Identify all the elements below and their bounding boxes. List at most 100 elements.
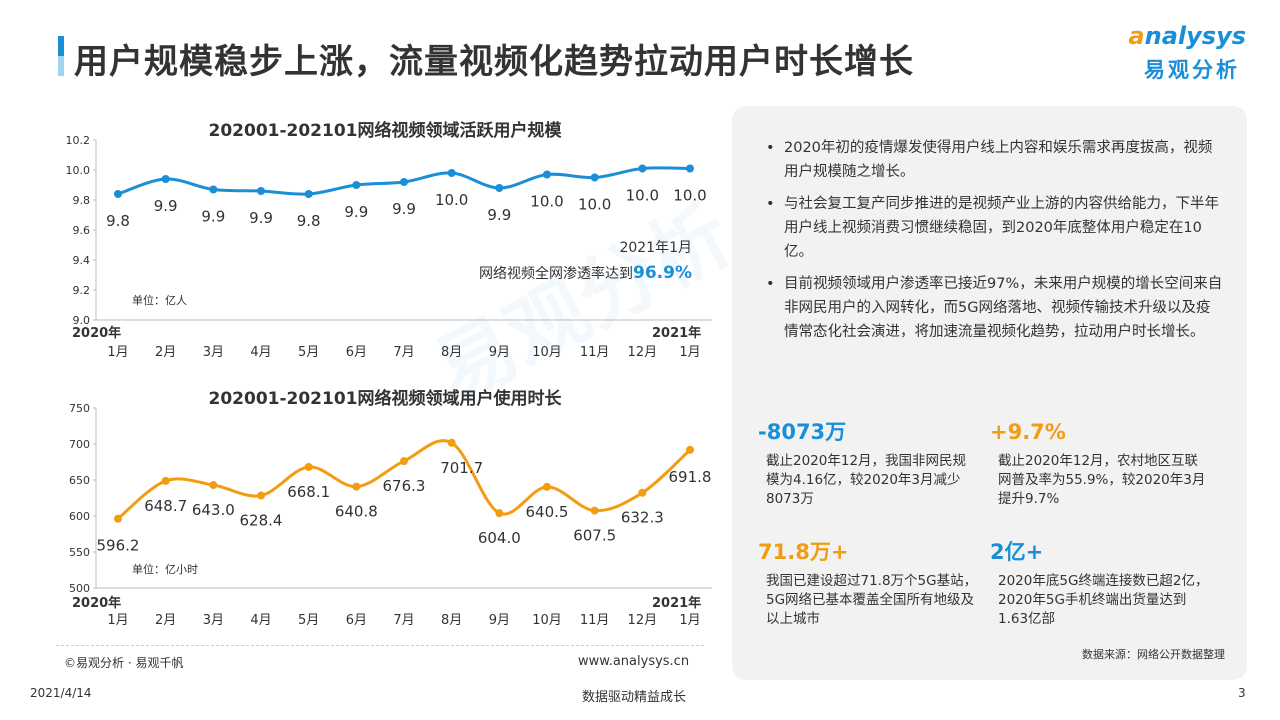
data-label: 9.9 [201,208,225,226]
data-label: 676.3 [383,477,426,495]
stat-desc: 截止2020年12月，农村地区互联网普及率为55.9%，较2020年3月提升9.… [998,453,1206,507]
data-point [161,175,170,183]
data-label: 643.0 [192,501,235,519]
data-source: 数据来源：网络公开数据整理 [1082,648,1225,661]
y-tick-label: 550 [69,546,90,559]
users-chart-title: 202001-202101网络视频领域活跃用户规模 [209,120,563,141]
x-tick-label: 12月 [628,613,658,628]
data-point [686,445,694,454]
x-tick-label: 1月 [107,613,128,628]
data-label: 701.7 [440,459,483,477]
data-point [257,491,265,500]
y-tick-label: 700 [69,438,90,451]
x-tick-label: 12月 [628,345,658,360]
page-title: 用户规模稳步上涨，流量视频化趋势拉动用户时长增长 [74,42,914,82]
y-tick-label: 9.2 [73,284,91,297]
report-date: 2021/4/14 [30,686,92,700]
x-tick-label: 5月 [298,613,319,628]
data-label: 10.0 [673,187,706,205]
website-link[interactable]: www.analysys.cn [578,654,690,669]
duration-year-start: 2020年 [72,595,121,611]
insights-panel: • 2020年初的疫情爆发使得用户线上内容和娱乐需求再度拔高，视频用户规模随之增长… [732,106,1247,680]
data-point [400,178,408,186]
data-label: 668.1 [287,483,330,501]
y-tick-label: 750 [69,402,90,415]
duration-chart: 202001-202101网络视频领域用户使用时长 500 550 600 650 70… [69,388,712,628]
data-point [447,169,456,177]
x-tick-label: 8月 [441,613,462,628]
data-point [590,506,599,515]
stat-desc: 截止2020年12月，我国非网民规模为4.16亿，较2020年3月减少8073万 [766,453,967,507]
duration-chart-title: 202001-202101网络视频领域用户使用时长 [209,388,563,409]
data-label: 9.9 [249,209,273,227]
data-label: 640.8 [335,503,378,521]
y-tick-label: 10.2 [66,134,91,147]
data-label: 648.7 [144,497,187,515]
x-tick-label: 10月 [532,345,562,360]
x-tick-label: 1月 [679,345,700,360]
x-tick-label: 11月 [580,613,610,628]
copyright-text: ©易观分析 · 易观千帆 [64,656,184,670]
data-label: 9.9 [154,197,178,215]
data-point [447,438,456,447]
stat-5g-terminals: 2亿+ 2020年底5G终端连接数已超2亿，2020年5G手机终端出货量达到1.… [990,538,1210,629]
bullet-item: • 2020年初的疫情爆发使得用户线上内容和娱乐需求再度拔高，视频用户规模随之增长… [766,140,1213,180]
data-point [543,170,551,179]
x-tick-label: 2月 [155,345,176,360]
data-point [209,185,218,194]
penetration-annotation-date: 2021年1月 [619,240,692,256]
page-number: 3 [1238,686,1246,700]
data-point [114,190,122,198]
stat-desc: 2020年底5G终端连接数已超2亿，2020年5G手机终端出货量达到1.63亿部 [998,573,1209,627]
data-label: 607.5 [573,527,616,545]
x-tick-label: 10月 [532,613,562,628]
stat-nonnetizen: -8073万 截止2020年12月，我国非网民规模为4.16亿，较2020年3月… [758,418,978,509]
data-label: 9.9 [344,203,368,221]
users-year-end: 2021年 [652,325,701,341]
data-point [304,462,313,471]
x-tick-label: 11月 [580,345,610,360]
data-label: 10.0 [626,187,659,205]
x-tick-label: 4月 [250,345,271,360]
y-tick-label: 9.8 [73,194,91,207]
stat-value: 71.8万+ [758,540,849,564]
charts-area: 202001-202101网络视频领域活跃用户规模 9.0 9.2 9.4 9.6 9.… [66,120,712,628]
data-label: 596.2 [97,537,140,555]
data-label: 604.0 [478,529,521,547]
stat-value: 2亿+ [990,540,1044,564]
data-label: 9.8 [297,212,321,230]
stat-value: +9.7% [990,420,1066,444]
users-year-start: 2020年 [72,325,121,341]
data-point [495,509,504,518]
data-label: 640.5 [526,503,569,521]
data-point [114,514,122,523]
penetration-annotation: 网络视频全网渗透率达到96.9% [479,263,692,283]
data-point [400,457,408,466]
stat-value: -8073万 [758,420,847,444]
bullet-item: • 与社会复工复产同步推进的是视频产业上游的内容供给能力，下半年用户线上视频消费习… [766,196,1219,260]
data-point [495,184,504,192]
data-label: 628.4 [240,512,283,530]
logo-chinese: 易观分析 [1144,58,1240,82]
y-tick-label: 10.0 [66,164,91,177]
data-point [304,190,313,198]
y-tick-label: 9.4 [73,254,91,267]
x-tick-label: 4月 [250,613,271,628]
data-point [638,488,647,497]
data-label: 10.0 [578,196,611,214]
data-point [352,482,361,491]
data-point [209,481,218,490]
x-tick-label: 7月 [393,613,414,628]
data-point [352,181,361,189]
y-tick-label: 9.6 [73,224,91,237]
logo-english: analysys [1128,22,1246,50]
data-label: 9.9 [487,206,511,224]
data-point [686,164,694,173]
data-label: 9.9 [392,200,416,218]
x-tick-label: 3月 [203,613,224,628]
x-tick-label: 1月 [107,345,128,360]
data-label: 632.3 [621,509,664,527]
left-footer-divider [56,645,704,646]
stat-rural: +9.7% 截止2020年12月，农村地区互联网普及率为55.9%，较2020年… [990,418,1210,509]
data-point [638,164,647,173]
